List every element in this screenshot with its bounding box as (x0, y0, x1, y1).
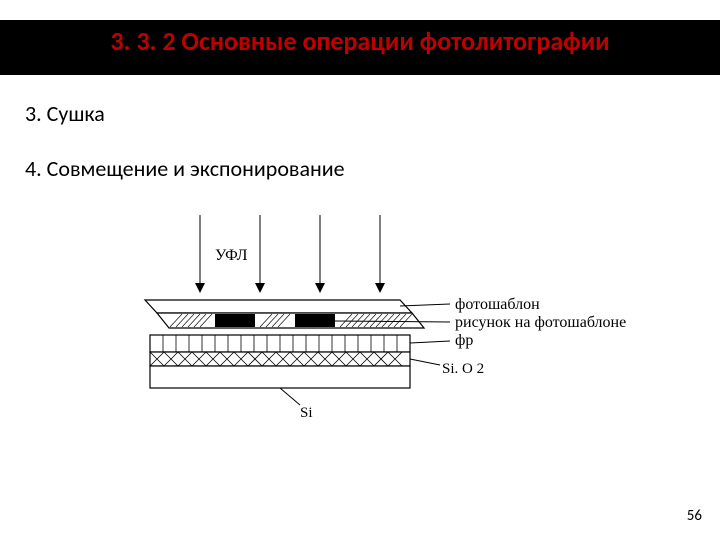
uv-label: УФЛ (215, 247, 248, 264)
label-pattern: рисунок на фотошаблоне (455, 314, 626, 331)
label-substrate: Si (300, 405, 313, 421)
leader (280, 388, 300, 405)
slide: 3. 3. 2 Основные операции фотолитографии… (0, 0, 720, 540)
label-oxide: Si. O 2 (442, 361, 484, 377)
oxide-layer (150, 352, 410, 366)
label-resist: фр (455, 332, 473, 349)
diagram-svg: УФЛ (100, 205, 640, 465)
leader (410, 359, 440, 365)
slide-title: 3. 3. 2 Основные операции фотолитографии (0, 25, 720, 57)
substrate-layer (150, 366, 410, 388)
photomask-layer (145, 300, 412, 313)
mask-block (295, 314, 335, 327)
page-number: 56 (687, 507, 702, 525)
step-4-text: 4. Совмещение и экспонирование (25, 155, 345, 182)
diagram: УФЛ (100, 205, 640, 465)
leader (400, 304, 450, 306)
label-mask: фотошаблон (455, 296, 540, 313)
step-3-text: 3. Сушка (25, 100, 105, 127)
mask-block (215, 314, 255, 327)
leader (410, 341, 450, 343)
pattern-layer (157, 313, 424, 328)
title-band: 3. 3. 2 Основные операции фотолитографии (0, 20, 720, 75)
